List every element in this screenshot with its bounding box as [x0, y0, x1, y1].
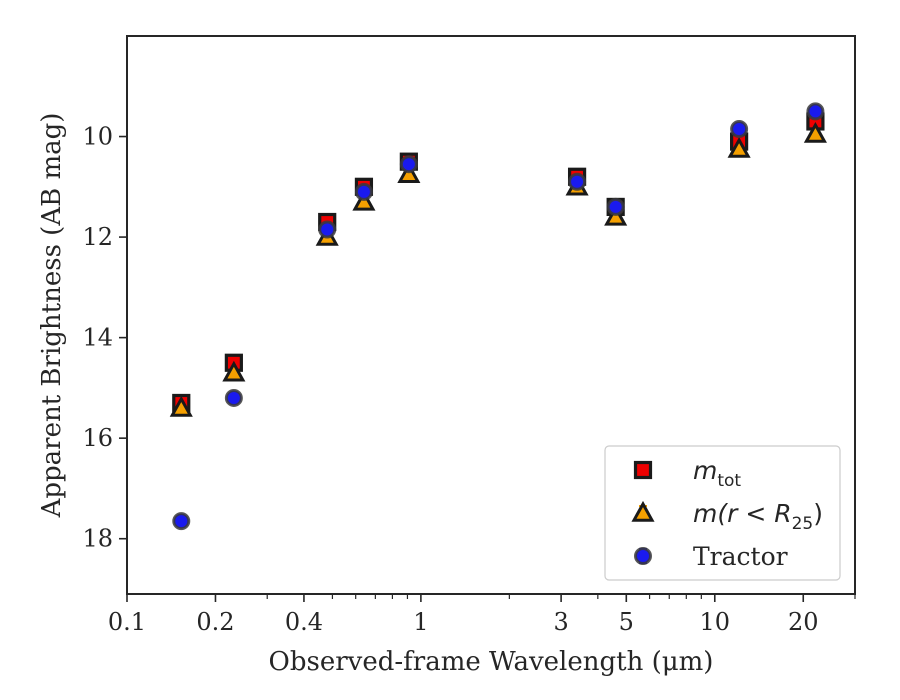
y-axis-ticks: 10 12 14 16 18 [82, 123, 127, 553]
x-axis-label: Observed-frame Wavelength (μm) [269, 647, 714, 677]
data-point [169, 395, 193, 417]
data-point [222, 360, 246, 382]
data-point [806, 102, 825, 121]
x-tick-label: 20 [788, 608, 819, 636]
data-point [224, 388, 243, 407]
legend-marker [633, 460, 653, 480]
legend-marker [631, 500, 655, 522]
data-point [318, 220, 337, 239]
data-marks [169, 102, 827, 531]
legend-label: Tractor [693, 542, 788, 571]
legend: mtot m(r < R25) Tractor [604, 445, 841, 581]
data-point [730, 120, 749, 138]
legend-entry: m(r < R25) [631, 499, 823, 534]
series-3 [172, 102, 825, 531]
y-tick-label: 16 [82, 424, 113, 452]
data-point [397, 162, 421, 183]
data-point [606, 197, 625, 216]
x-axis-ticks: 0.1 0.2 0.4 1 3 5 10 20 [108, 594, 856, 636]
data-point [568, 172, 587, 191]
x-tick-label: 3 [553, 608, 568, 636]
legend-label: m(r < R25) [693, 499, 823, 534]
data-point [172, 512, 191, 531]
data-point [399, 155, 418, 174]
plot-frame [126, 35, 856, 595]
y-axis-label: Apparent Brightness (AB mag) [37, 113, 67, 519]
x-tick-label: 0.2 [196, 608, 234, 636]
data-point [604, 204, 628, 226]
x-tick-label: 5 [619, 608, 634, 636]
legend-label: mtot [693, 456, 741, 491]
legend-marker [634, 547, 652, 565]
y-tick-label: 12 [82, 223, 113, 251]
x-tick-label: 10 [700, 608, 731, 636]
legend-entry: mtot [633, 456, 741, 491]
legend-box [604, 445, 841, 581]
legend-entry: Tractor [634, 542, 788, 571]
y-tick-label: 18 [82, 525, 113, 553]
x-tick-label: 1 [413, 608, 428, 636]
data-point [352, 189, 376, 211]
data-point [354, 182, 373, 201]
data-point [727, 137, 751, 158]
x-tick-label: 0.1 [108, 608, 146, 636]
x-tick-label: 0.4 [285, 608, 323, 636]
y-tick-label: 14 [82, 324, 113, 352]
y-tick-label: 10 [82, 123, 113, 151]
data-point [803, 121, 827, 143]
